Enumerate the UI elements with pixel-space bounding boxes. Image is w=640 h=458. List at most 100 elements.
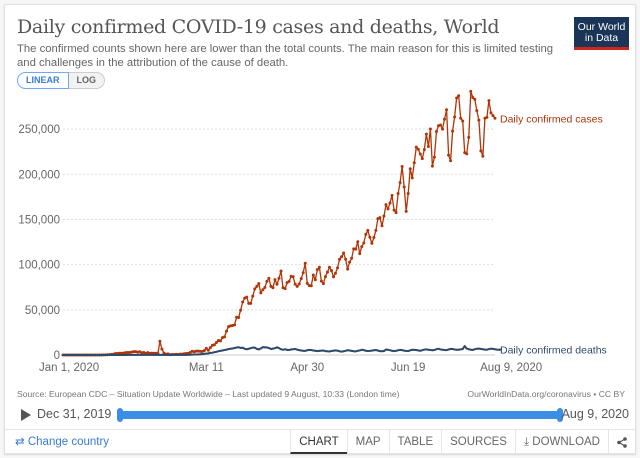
cases-data-point	[348, 260, 352, 264]
cases-data-point	[416, 147, 420, 151]
cases-data-point	[392, 208, 396, 212]
deaths-data-point	[366, 350, 369, 353]
cases-data-point	[356, 240, 360, 244]
deaths-data-point	[423, 348, 426, 351]
cases-data-point	[313, 278, 317, 282]
cases-data-point	[225, 329, 229, 333]
timeline-start-handle[interactable]	[117, 408, 123, 422]
timeline-end-handle[interactable]	[557, 408, 563, 422]
deaths-data-point	[96, 354, 99, 356]
deaths-data-point	[352, 350, 355, 353]
cases-data-point	[323, 275, 327, 279]
deaths-data-point	[171, 353, 174, 356]
deaths-data-point	[241, 346, 244, 349]
cases-data-point	[315, 268, 319, 272]
deaths-data-point	[421, 349, 424, 352]
deaths-data-point	[316, 350, 319, 353]
deaths-data-point	[500, 348, 503, 351]
deaths-data-point	[259, 347, 262, 350]
deaths-data-point	[68, 354, 71, 356]
deaths-data-point	[207, 352, 210, 355]
cases-data-point	[481, 154, 485, 158]
cases-data-point	[259, 291, 263, 295]
deaths-data-point	[342, 350, 345, 353]
scale-toggle: LINEAR LOG	[17, 72, 105, 89]
footer-bar: ⇄ Change country CHART MAP TABLE SOURCES…	[5, 429, 635, 454]
deaths-data-point	[459, 348, 462, 351]
deaths-data-point	[278, 347, 280, 350]
deaths-data-point	[441, 348, 444, 351]
change-country-link[interactable]: ⇄ Change country	[5, 430, 290, 454]
tab-chart[interactable]: CHART	[290, 430, 347, 454]
deaths-data-point	[330, 350, 333, 353]
deaths-data-point	[372, 349, 375, 352]
tab-map[interactable]: MAP	[346, 430, 389, 454]
cases-data-point	[366, 228, 370, 232]
cases-data-point	[438, 123, 442, 127]
cases-data-point	[467, 135, 471, 139]
deaths-data-point	[496, 348, 499, 351]
deaths-data-point	[118, 353, 121, 356]
deaths-data-point	[387, 348, 390, 351]
cases-data-point	[396, 192, 400, 196]
deaths-data-point	[413, 348, 416, 351]
deaths-data-point	[217, 350, 220, 353]
cases-data-point	[445, 108, 449, 112]
x-tick-label: Jun 19	[391, 362, 426, 374]
deaths-data-point	[356, 349, 359, 352]
tab-download[interactable]: ⤓ DOWNLOAD	[514, 430, 608, 454]
cases-data-point	[334, 271, 338, 275]
deaths-data-point	[271, 347, 274, 350]
deaths-data-point	[247, 347, 250, 350]
log-scale-button[interactable]: LOG	[68, 72, 105, 89]
chart-subtitle: The confirmed counts shown here are lowe…	[17, 43, 554, 69]
cases-data-point	[404, 209, 408, 213]
deaths-data-point	[263, 346, 266, 349]
cases-data-point	[374, 228, 378, 232]
deaths-data-point	[457, 348, 460, 351]
cases-data-point	[447, 153, 451, 157]
cases-data-point	[398, 181, 402, 185]
deaths-data-point	[221, 349, 224, 352]
deaths-data-point	[429, 349, 432, 352]
deaths-data-point	[168, 353, 171, 356]
cases-data-point	[299, 277, 303, 281]
owid-logo[interactable]: Our World in Data	[574, 17, 629, 50]
x-tick-label: Mar 11	[189, 362, 224, 374]
cases-data-point	[422, 148, 426, 152]
deaths-data-point	[332, 349, 335, 352]
cases-data-point	[354, 247, 358, 251]
line-chart: 0 50,000 100,000 150,000 200,000 250,000 Jan 1…	[18, 89, 607, 374]
timeline-slider-track[interactable]	[120, 411, 560, 419]
deaths-data-point	[334, 349, 337, 352]
deaths-data-point	[378, 350, 381, 353]
tab-table[interactable]: TABLE	[388, 430, 442, 454]
deaths-data-point	[80, 354, 83, 356]
cases-data-point	[443, 117, 447, 121]
deaths-data-point	[275, 346, 278, 349]
cases-data-point	[372, 236, 376, 240]
linear-scale-button[interactable]: LINEAR	[17, 72, 69, 89]
cases-data-point	[267, 276, 271, 280]
license-note[interactable]: OurWorldInData.org/coronavirus • CC BY	[467, 389, 625, 399]
y-tick-label: 150,000	[18, 214, 60, 226]
play-icon[interactable]	[21, 409, 31, 421]
deaths-data-point	[431, 349, 434, 352]
share-button[interactable]	[608, 430, 635, 454]
deaths-data-point	[152, 353, 155, 356]
deaths-data-point	[181, 353, 184, 356]
deaths-data-point	[100, 354, 103, 356]
deaths-data-point	[397, 349, 400, 352]
deaths-data-point	[267, 347, 270, 350]
source-note[interactable]: Source: European CDC – Situation Update …	[17, 389, 400, 399]
deaths-data-point	[78, 354, 81, 356]
deaths-data-point	[435, 348, 438, 351]
tab-sources[interactable]: SOURCES	[441, 430, 515, 454]
deaths-data-point	[401, 349, 404, 352]
cases-data-point	[412, 161, 416, 165]
change-country-label: Change country	[27, 436, 110, 448]
cases-data-point	[295, 284, 299, 288]
deaths-data-point	[473, 348, 476, 351]
deaths-data-point	[124, 353, 127, 356]
cases-data-point	[342, 251, 346, 255]
